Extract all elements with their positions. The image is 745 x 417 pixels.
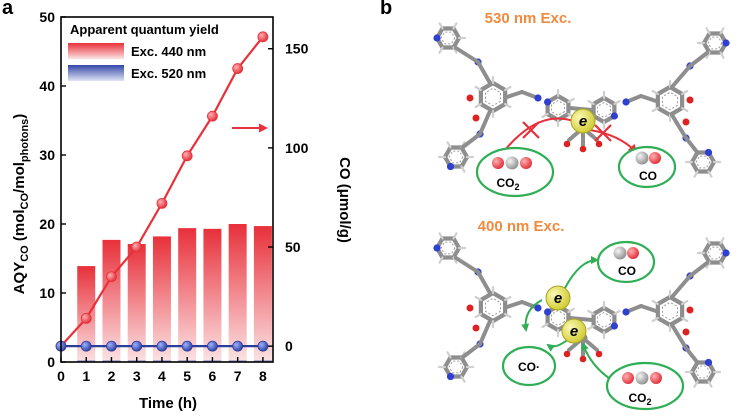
- x-tick-label-5: 5: [183, 368, 191, 384]
- bottom-co-intermediate-label: CO·: [518, 360, 540, 374]
- x-axis-title: Time (h): [139, 395, 197, 412]
- molecule-top: [433, 22, 730, 178]
- x-tick-label-1: 1: [82, 368, 90, 384]
- bar-0-6: [228, 224, 247, 362]
- top-left-cross-icon: [522, 121, 540, 139]
- bars-layer: [77, 224, 272, 362]
- left-axis: 0 10 20 30 40 50: [39, 9, 66, 370]
- left-tick-label-1: 10: [39, 285, 55, 301]
- top-electron-icon: [570, 108, 596, 134]
- point-3-3: [131, 340, 143, 352]
- bottom-electron-1-label: e: [554, 290, 562, 307]
- x-tick-label-6: 6: [209, 368, 217, 384]
- point-2-8: [257, 31, 269, 43]
- right-tick-label-0: 0: [285, 338, 293, 354]
- point-3-5: [181, 340, 193, 352]
- point-3-8: [257, 340, 269, 352]
- left-axis-title: AQYCO (molCO/molphotons): [11, 114, 31, 295]
- left-tick-label-3: 30: [39, 147, 55, 163]
- top-right-cross-icon: [594, 124, 612, 142]
- top-co-bubble: [617, 145, 677, 189]
- bottom-electron-2-icon: [561, 318, 587, 344]
- top-excitation-title: 530 nm Exc.: [485, 10, 572, 27]
- bottom-co-label: CO: [618, 264, 636, 278]
- point-2-4: [156, 197, 168, 209]
- lines-layer: [55, 31, 269, 352]
- left-tick-label-5: 50: [39, 9, 55, 25]
- x-axis: 0 1 2 3 4 5 6 7 8: [57, 357, 267, 384]
- bottom-scheme: CO e e CO· CO2: [501, 240, 685, 411]
- x-tick-label-4: 4: [158, 368, 166, 384]
- right-tick-label-3: 150: [285, 41, 309, 57]
- bottom-electron-2-label: e: [570, 323, 578, 340]
- legend-swatch-520: [68, 65, 124, 81]
- bar-0-3: [152, 236, 171, 362]
- point-2-3: [131, 241, 143, 253]
- x-tick-label-0: 0: [57, 368, 65, 384]
- top-co-label: CO: [639, 169, 657, 183]
- bottom-left-green-arrow: [521, 299, 543, 332]
- point-2-7: [232, 63, 244, 74]
- bar-0-5: [203, 228, 222, 362]
- right-tick-label-1: 50: [285, 239, 301, 255]
- point-3-7: [232, 340, 244, 352]
- right-axis-title: CO (μmol/g): [336, 157, 353, 243]
- right-tick-label-2: 100: [285, 140, 309, 156]
- co2-molecule-icon: [622, 371, 662, 385]
- point-2-5: [181, 150, 193, 162]
- bar-0-7: [253, 226, 272, 362]
- co2-molecule-icon: [492, 156, 532, 170]
- top-electron-label: e: [579, 113, 587, 130]
- bottom-excitation-title: 400 nm Exc.: [478, 218, 565, 235]
- panel-a-label: a: [2, 0, 14, 19]
- plot-frame: [60, 16, 274, 363]
- point-3-6: [207, 340, 218, 352]
- co-molecule-icon: [613, 246, 639, 260]
- bottom-co2-label: CO2: [628, 391, 651, 407]
- right-axis: 0 50 100 150: [268, 41, 309, 354]
- co-molecule-icon: [635, 151, 661, 165]
- legend-label-440: Exc. 440 nm: [131, 44, 206, 59]
- top-co2-label: CO2: [496, 176, 519, 192]
- point-3-2: [106, 340, 117, 352]
- legend-swatch-440: [68, 43, 124, 59]
- point-2-6: [207, 110, 218, 122]
- bottom-co-intermediate-bubble: [501, 345, 557, 387]
- bar-0-2: [127, 244, 146, 362]
- point-3-4: [156, 340, 168, 352]
- point-3-1: [80, 340, 92, 352]
- legend-label-520: Exc. 520 nm: [131, 66, 206, 81]
- bottom-upper-green-arrow: [564, 256, 599, 289]
- bar-0-4: [178, 228, 197, 362]
- left-tick-label-2: 20: [39, 216, 55, 232]
- top-left-red-arrow: [504, 117, 577, 151]
- x-tick-label-2: 2: [108, 368, 116, 384]
- molecule-bottom: [433, 232, 730, 388]
- left-tick-label-0: 0: [47, 354, 55, 370]
- point-2-1: [80, 312, 92, 324]
- x-tick-label-7: 7: [234, 368, 242, 384]
- legend: Apparent quantum yield Exc. 440 nm Exc. …: [68, 22, 219, 81]
- legend-title: Apparent quantum yield: [70, 22, 219, 37]
- x-tick-label-3: 3: [133, 368, 141, 384]
- chart-a: 0 10 20 30 40 50 0 50 100 150 0 1 2 3 4 5 6 7 8 Apparent…: [11, 9, 353, 412]
- left-tick-label-4: 40: [39, 78, 55, 94]
- top-scheme: e CO2 CO: [475, 108, 677, 198]
- panel-b-label: b: [380, 0, 392, 19]
- bottom-electron-1-icon: [545, 285, 571, 311]
- point-2-2: [106, 271, 117, 283]
- x-tick-label-8: 8: [259, 368, 267, 384]
